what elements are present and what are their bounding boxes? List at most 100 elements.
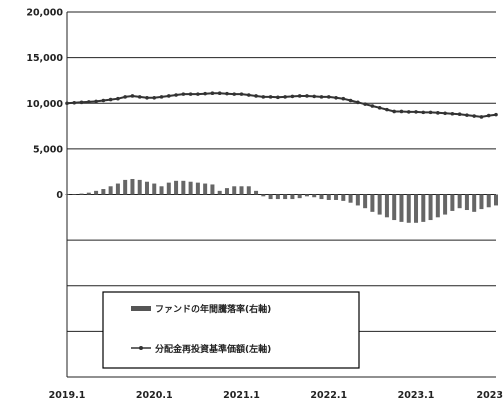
bar [101,189,106,195]
bar [443,194,448,215]
line-point [363,102,367,106]
line-point [334,95,338,100]
bar [275,194,280,200]
line-point [356,100,360,105]
bar [130,178,135,195]
legend-box [102,291,360,369]
legend-bar-label: ファンドの年間騰落率(右軸) [155,303,271,315]
line-point [276,95,280,100]
line-point [268,95,273,99]
legend-line-label: 分配金再投資基準価額(左軸) [155,343,271,355]
legend-line-marker [139,346,143,350]
line-point [348,98,353,103]
bar [399,194,404,222]
line-point [65,101,69,106]
line-point [152,95,157,100]
line-point [108,97,113,102]
legend: ファンドの年間騰落率(右軸) 分配金再投資基準価額(左軸) [102,291,360,369]
bar [174,180,179,195]
line-point [261,95,266,99]
bar [450,194,455,211]
line-point [72,100,77,105]
bar [94,190,99,195]
bar [239,186,244,195]
bar [224,188,229,195]
bar [486,194,491,208]
bar [65,194,69,195]
bar [334,194,339,200]
line-point [130,94,135,98]
bar [457,194,462,209]
bar [188,181,193,195]
x-tick-label: 2023 [477,390,503,401]
bar [72,194,77,195]
line-point [450,111,455,116]
line-point [232,92,237,96]
bar [421,194,426,222]
bar [326,194,331,200]
y-tick-label: 10,000 [26,99,63,110]
line-point [494,112,498,117]
line-point [101,98,106,103]
line-point [465,113,469,117]
bar [123,179,128,195]
line-point [94,99,98,104]
bar [392,194,397,221]
x-tick-label: 2022.1 [310,390,347,401]
line-point [341,96,346,101]
line-point [457,112,462,116]
line-point [414,110,418,114]
bar [79,193,84,195]
bar [195,182,200,195]
bar [464,194,469,211]
y-tick-label: 0 [56,190,63,201]
bar [312,194,317,198]
bar [297,194,302,199]
bar [254,190,259,195]
line-point [79,100,84,105]
line-series [65,91,498,119]
x-tick-label: 2020.1 [136,390,173,401]
line-point [312,94,317,99]
line-point [145,95,149,100]
line-point [305,94,309,98]
bar [246,186,251,195]
line-point [116,96,120,101]
line-point [210,91,215,96]
bar [414,194,419,223]
bar [319,194,324,200]
grid-lines [66,11,496,378]
bar [166,182,171,195]
bar [370,194,375,212]
bar [217,190,222,195]
bar [304,194,309,197]
x-axis-ticks: 2019.1 2020.1 2021.1 2022.1 2023.1 2023 [49,390,503,401]
line-point [159,95,164,99]
bar [435,194,440,218]
line-point [246,93,251,97]
bar [232,186,237,195]
bar [203,183,208,195]
line-point [392,109,397,114]
line-point [436,111,440,115]
bar [283,194,288,200]
x-tick-label: 2019.1 [49,390,86,401]
bar [348,194,353,203]
bar [115,183,120,195]
bar [494,194,498,206]
bar [290,194,295,200]
bar [152,183,157,195]
x-tick-label: 2023.1 [398,390,435,401]
line-point [137,95,142,99]
line-point [428,110,433,115]
y-tick-label: 5,000 [33,144,63,155]
line-point [188,92,193,96]
line-point [377,106,382,110]
bar [479,194,484,210]
legend-bar-swatch [131,306,151,311]
line-point [239,92,244,96]
bar [377,194,382,215]
bar [341,194,346,201]
line-point [217,91,222,96]
